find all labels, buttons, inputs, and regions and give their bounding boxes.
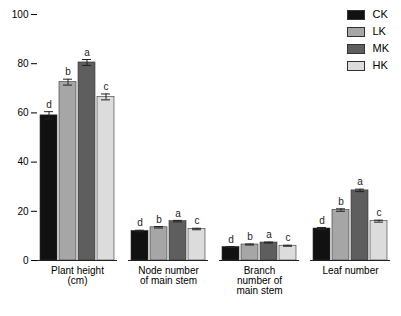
svg-text:80: 80 bbox=[17, 58, 29, 69]
svg-text:a: a bbox=[175, 208, 181, 219]
svg-text:c: c bbox=[377, 207, 382, 218]
svg-text:a: a bbox=[84, 47, 90, 58]
svg-text:60: 60 bbox=[17, 107, 29, 118]
svg-text:b: b bbox=[338, 196, 344, 207]
html-text:CK: CK bbox=[372, 8, 388, 20]
svg-text:Node numberof main stem: Node numberof main stem bbox=[138, 265, 199, 286]
svg-text:Plant height(cm): Plant height(cm) bbox=[51, 265, 104, 286]
svg-text:b: b bbox=[65, 66, 71, 77]
svg-text:d: d bbox=[137, 217, 143, 228]
html-text:LK: LK bbox=[372, 25, 386, 37]
svg-text:b: b bbox=[156, 214, 162, 225]
svg-text:20: 20 bbox=[17, 206, 29, 217]
svg-text:c: c bbox=[104, 81, 109, 92]
html-text:MK: MK bbox=[372, 42, 389, 54]
svg-text:0: 0 bbox=[23, 255, 29, 266]
svg-text:b: b bbox=[247, 231, 253, 242]
svg-text:a: a bbox=[266, 229, 272, 240]
svg-text:100: 100 bbox=[12, 9, 29, 20]
svg-text:d: d bbox=[228, 234, 234, 245]
html-text:HK: HK bbox=[372, 59, 388, 71]
svg-text:a: a bbox=[357, 176, 363, 187]
svg-text:40: 40 bbox=[17, 156, 29, 167]
svg-text:c: c bbox=[286, 232, 291, 243]
svg-text:Leaf number: Leaf number bbox=[322, 265, 379, 276]
svg-text:Branchnumber ofmain stem: Branchnumber ofmain stem bbox=[236, 265, 282, 296]
svg-text:d: d bbox=[46, 99, 52, 110]
svg-text:d: d bbox=[319, 215, 325, 226]
svg-text:c: c bbox=[195, 215, 200, 226]
